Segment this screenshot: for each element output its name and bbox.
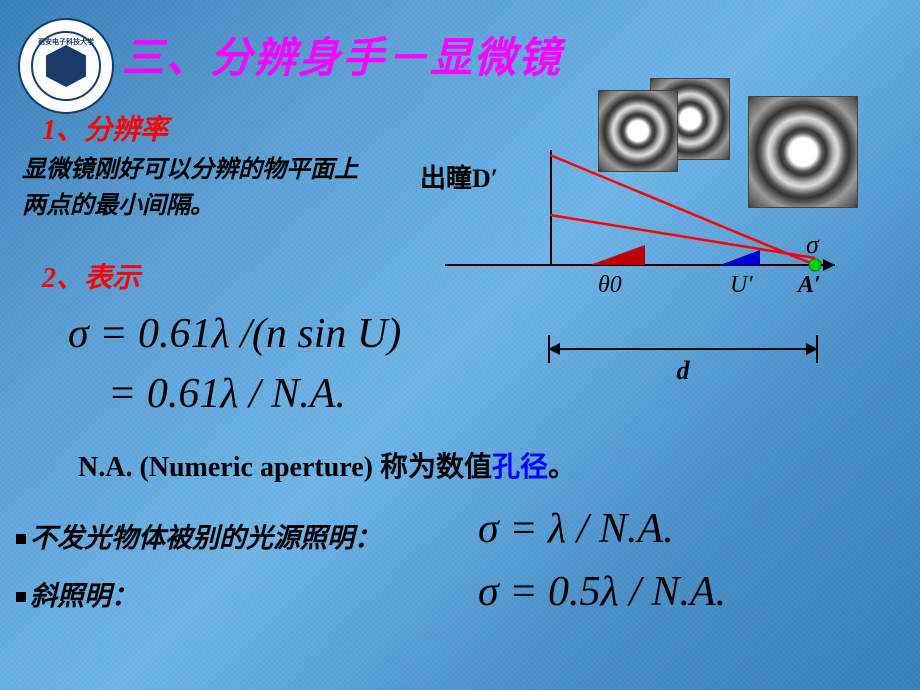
bullet-1: 不发光物体被别的光源照明： xyxy=(16,516,381,555)
formula-oblique: σ = 0.5λ / N.A. xyxy=(478,568,726,616)
formula-sigma-na: = 0.61λ / N.A. xyxy=(108,370,346,418)
airy-disk-3 xyxy=(748,96,858,208)
na-highlight: 孔径 xyxy=(492,452,548,483)
theta0-wedge xyxy=(590,245,645,265)
bullet-2: 斜照明： xyxy=(16,574,138,613)
formula-sigma-main: σ = 0.61λ /(n sin U) xyxy=(68,310,401,358)
theta0-text: θ0 xyxy=(598,272,622,298)
formula-non-luminous: σ = λ / N.A. xyxy=(478,505,674,553)
dimension-line xyxy=(548,348,818,350)
bullet-icon xyxy=(16,592,26,602)
uprime-wedge xyxy=(720,250,760,265)
dim-tick-right xyxy=(816,335,818,363)
aprime-text: A′ xyxy=(796,272,821,298)
bullet-icon xyxy=(16,534,26,544)
university-logo: 西安电子科技大学 xyxy=(18,18,114,114)
na-suffix: 。 xyxy=(548,452,576,483)
section1-definition: 显微镜刚好可以分辨的物平面上两点的最小间隔。 xyxy=(22,152,362,224)
dimension-d-label: d xyxy=(548,356,818,386)
slide-title: 三、分辨身手－显微镜 xyxy=(122,24,562,85)
bullet-1-text: 不发光物体被别的光源照明： xyxy=(30,523,381,553)
na-description: N.A. (Numeric aperture) 称为数值孔径。 xyxy=(78,445,576,485)
airy-disk-1 xyxy=(598,90,678,172)
bullet-2-text: 斜照明： xyxy=(30,581,138,611)
uprime-text: U′ xyxy=(730,272,753,298)
axis-arrowhead xyxy=(823,259,835,271)
aprime-point xyxy=(809,259,821,271)
dimension-d: d xyxy=(548,348,818,386)
optical-diagram: → σэ ← 出瞳D′ σ θ0 U′ A′ d xyxy=(420,100,900,380)
section2-heading: 2、表示 xyxy=(42,256,140,296)
na-prefix: N.A. (Numeric aperture) 称为数值 xyxy=(78,452,492,483)
section1-heading: 1、分辨率 xyxy=(42,108,168,148)
red-ray-lower xyxy=(550,215,815,258)
dim-tick-left xyxy=(548,335,550,363)
logo-seal xyxy=(46,45,86,87)
